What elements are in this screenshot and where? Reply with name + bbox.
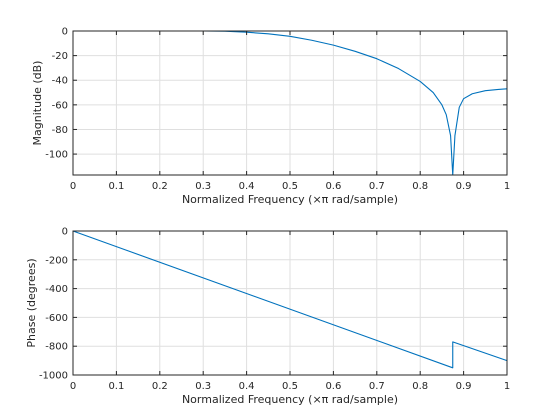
x-tick-label: 0.1 <box>108 381 124 392</box>
x-tick-label: 0.9 <box>456 381 472 392</box>
x-tick-label: 0 <box>70 181 76 192</box>
y-tick-label: -200 <box>45 255 68 266</box>
y-tick-label: -40 <box>52 76 68 87</box>
phase-y-axis-label: Phase (degrees) <box>25 258 38 347</box>
magnitude-x-ticks: 0 0.1 0.2 0.3 0.4 0.5 0.6 0.7 0.8 0.9 1 <box>70 31 510 192</box>
magnitude-y-axis-label: Magnitude (dB) <box>31 61 44 146</box>
x-tick-label: 0 <box>70 381 76 392</box>
magnitude-y-ticks: 0 -20 -40 -60 -80 -100 <box>45 27 507 161</box>
x-tick-label: 0.4 <box>239 381 255 392</box>
magnitude-plot: 0 0.1 0.2 0.3 0.4 0.5 0.6 0.7 0.8 0.9 1 0 -20 -40 -60… <box>31 27 510 207</box>
phase-series <box>72 230 508 369</box>
x-tick-label: 0.7 <box>369 181 385 192</box>
x-tick-label: 0.5 <box>282 381 298 392</box>
y-tick-label: -20 <box>52 51 68 62</box>
x-tick-label: 0.8 <box>412 381 428 392</box>
y-tick-label: -1000 <box>39 371 68 382</box>
y-tick-label: -80 <box>52 125 68 136</box>
x-tick-label: 0.8 <box>412 181 428 192</box>
phase-y-ticks: 0 -200 -400 -600 -800 -1000 <box>39 227 507 382</box>
y-tick-label: -600 <box>45 313 68 324</box>
x-tick-label: 0.7 <box>369 381 385 392</box>
y-tick-label: 0 <box>62 227 68 238</box>
magnitude-x-axis-label: Normalized Frequency (×π rad/sample) <box>182 193 398 206</box>
x-tick-label: 0.2 <box>152 381 168 392</box>
x-tick-label: 0.3 <box>195 381 211 392</box>
x-tick-label: 0.4 <box>239 181 255 192</box>
series-line <box>72 230 508 369</box>
x-tick-label: 0.6 <box>325 181 341 192</box>
phase-x-ticks: 0 0.1 0.2 0.3 0.4 0.5 0.6 0.7 0.8 0.9 1 <box>70 231 510 392</box>
x-tick-label: 1 <box>504 381 510 392</box>
x-tick-label: 0.1 <box>108 181 124 192</box>
x-tick-label: 0.3 <box>195 181 211 192</box>
x-tick-label: 0.5 <box>282 181 298 192</box>
phase-plot: 0 0.1 0.2 0.3 0.4 0.5 0.6 0.7 0.8 0.9 1 0 -200 -400 -… <box>25 227 510 407</box>
y-tick-label: -100 <box>45 150 68 161</box>
x-tick-label: 0.9 <box>456 181 472 192</box>
x-tick-label: 0.2 <box>152 181 168 192</box>
y-tick-label: -800 <box>45 342 68 353</box>
y-tick-label: -60 <box>52 100 68 111</box>
phase-x-axis-label: Normalized Frequency (×π rad/sample) <box>182 393 398 406</box>
y-tick-label: 0 <box>62 27 68 38</box>
x-tick-label: 1 <box>504 181 510 192</box>
y-tick-label: -400 <box>45 284 68 295</box>
x-tick-label: 0.6 <box>325 381 341 392</box>
